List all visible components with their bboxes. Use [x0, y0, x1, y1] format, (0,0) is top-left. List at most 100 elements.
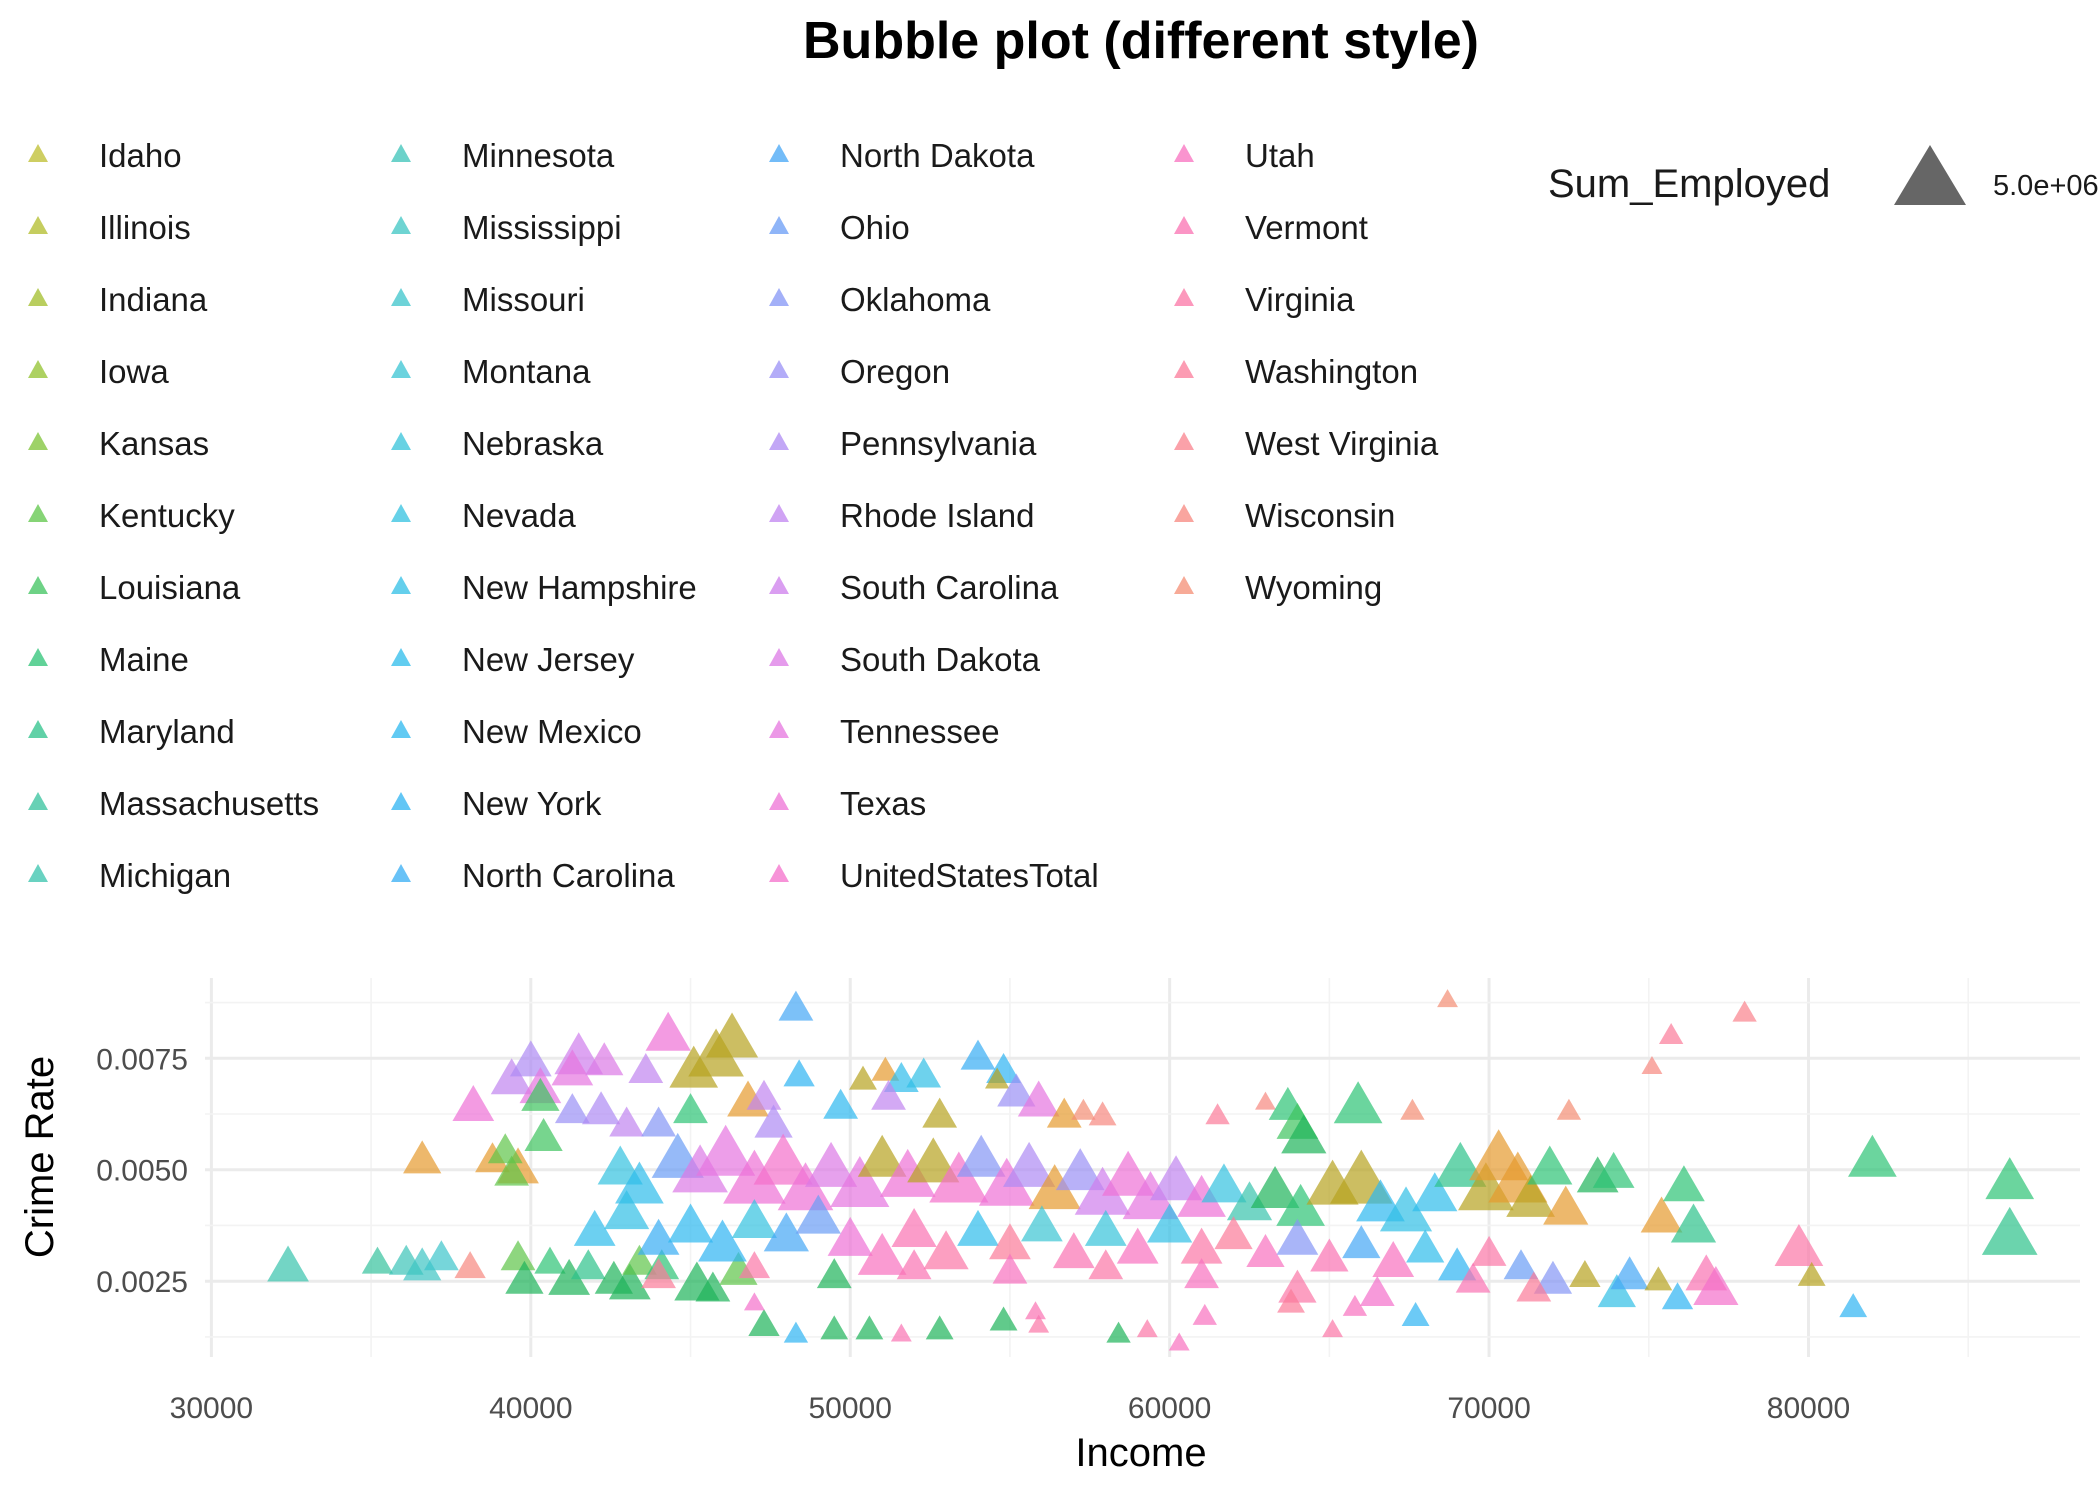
- size-legend-triangle: [1894, 145, 1966, 205]
- data-point-new-hampshire: [906, 1057, 942, 1088]
- legend-key-south-carolina: [769, 576, 789, 594]
- data-point-maine: [1985, 1157, 2035, 1200]
- legend-key-montana: [391, 360, 411, 378]
- data-point-washington: [1214, 1216, 1253, 1250]
- data-point-unitedstatestotal: [1359, 1275, 1395, 1306]
- legend-label-indiana: Indiana: [99, 281, 208, 318]
- data-point-washington: [641, 1258, 676, 1289]
- data-point-green: [855, 1315, 884, 1340]
- data-point-utah: [1192, 1303, 1217, 1325]
- legend-key-virginia: [1174, 288, 1194, 306]
- data-point-pennsylvania: [581, 1091, 621, 1125]
- data-point-utah: [1168, 1332, 1190, 1351]
- data-point-wyoming: [1400, 1098, 1425, 1120]
- data-point-utah: [1342, 1294, 1368, 1316]
- data-point-tennessee: [830, 1155, 890, 1207]
- legend-label-maryland: Maryland: [99, 713, 235, 750]
- data-point-orange: [403, 1140, 442, 1174]
- data-point-green: [989, 1306, 1018, 1331]
- data-point-kentucky: [487, 1133, 523, 1164]
- data-point-new-hampshire: [604, 1190, 650, 1230]
- legend-label-illinois: Illinois: [99, 209, 191, 246]
- x-axis-title: Income: [1075, 1431, 1206, 1475]
- legend-key-ohio: [769, 216, 789, 234]
- data-point-new-york: [1661, 1282, 1694, 1310]
- data-point-west-virginia: [1732, 1000, 1757, 1022]
- data-point-olive: [849, 1065, 877, 1090]
- legend-label-oklahoma: Oklahoma: [840, 281, 991, 318]
- legend-label-kansas: Kansas: [99, 425, 209, 462]
- legend-key-maryland: [28, 720, 48, 738]
- legend-label-nevada: Nevada: [462, 497, 576, 534]
- data-point-virginia: [1322, 1319, 1343, 1338]
- size-legend: Sum_Employed 5.0e+06: [1548, 145, 2099, 206]
- data-point-oklahoma: [641, 1106, 676, 1137]
- legend-label-minnesota: Minnesota: [462, 137, 615, 174]
- y-tick-label: 0.0075: [96, 1043, 188, 1076]
- data-point-vermont: [891, 1207, 937, 1247]
- data-point-oklahoma: [956, 1134, 1006, 1177]
- legend-key-rhode-island: [769, 504, 789, 522]
- legend-key-north-dakota: [769, 144, 789, 162]
- data-point-rhode-island: [871, 1079, 906, 1110]
- data-point-south-dakota: [585, 1042, 624, 1076]
- data-point-new-mexico: [667, 1203, 714, 1243]
- legend-key-indiana: [28, 288, 48, 306]
- data-point-green: [1281, 1114, 1327, 1154]
- data-point-virginia: [1180, 1227, 1223, 1264]
- data-point-north-dakota: [1610, 1256, 1649, 1290]
- data-point-green: [1250, 1165, 1300, 1208]
- legend-key-illinois: [28, 216, 48, 234]
- legend-label-west-virginia: West Virginia: [1245, 425, 1439, 462]
- data-point-wyoming: [1071, 1098, 1096, 1120]
- data-point-orange: [871, 1056, 900, 1081]
- legend-key-west-virginia: [1174, 432, 1194, 450]
- legend-label-tennessee: Tennessee: [840, 713, 1000, 750]
- data-point-green: [820, 1315, 849, 1340]
- data-point-ohio: [795, 1194, 841, 1234]
- legend-label-new-mexico: New Mexico: [462, 713, 642, 750]
- data-point-utah: [857, 1232, 907, 1275]
- data-point-oregon: [554, 1093, 590, 1124]
- data-point-kentucky: [494, 1155, 530, 1186]
- data-point-orange: [1543, 1185, 1589, 1225]
- y-tick-label: 0.0050: [96, 1155, 188, 1188]
- data-point-wisconsin: [1255, 1091, 1276, 1110]
- data-point-louisiana: [521, 1077, 560, 1111]
- data-point-olive: [922, 1097, 958, 1128]
- data-point-louisiana: [524, 1118, 563, 1152]
- legend-key-nebraska: [391, 432, 411, 450]
- data-point-olive: [857, 1134, 907, 1177]
- data-point-unitedstatestotal: [1693, 1265, 1739, 1305]
- data-point-olive: [1569, 1260, 1601, 1288]
- data-point-new-hampshire: [1147, 1203, 1193, 1243]
- data-point-wyoming: [1437, 989, 1458, 1008]
- legend-key-oklahoma: [769, 288, 789, 306]
- data-point-north-dakota: [778, 990, 814, 1021]
- color-legend: Idaho Illinois Indiana Iowa Kansas Kentucky Lo…: [28, 137, 1439, 894]
- data-point-vermont: [1455, 1262, 1491, 1293]
- data-point-virginia: [1028, 1314, 1050, 1333]
- data-point-new-york: [698, 1219, 747, 1262]
- data-point-texas: [645, 1011, 691, 1051]
- data-point-north-carolina: [637, 1218, 680, 1255]
- data-point-wyoming: [1556, 1098, 1582, 1120]
- data-point-washington: [1277, 1288, 1305, 1313]
- legend-label-rhode-island: Rhode Island: [840, 497, 1034, 534]
- data-point-maine: [1333, 1081, 1383, 1124]
- data-point-virginia: [1471, 1235, 1507, 1266]
- data-point-pennsylvania: [1003, 1141, 1056, 1187]
- data-point-nevada: [1201, 1163, 1247, 1203]
- legend-label-kentucky: Kentucky: [99, 497, 235, 534]
- legend-label-iowa: Iowa: [99, 353, 169, 390]
- legend-label-wisconsin: Wisconsin: [1245, 497, 1395, 534]
- data-point-maryland: [1981, 1206, 2038, 1255]
- legend-label-oregon: Oregon: [840, 353, 950, 390]
- data-point-wisconsin: [454, 1251, 486, 1279]
- legend-label-texas: Texas: [840, 785, 926, 822]
- data-point-utah: [1116, 1227, 1159, 1264]
- data-point-texas: [452, 1084, 495, 1121]
- data-point-oregon: [1055, 1148, 1105, 1191]
- data-point-missouri: [423, 1240, 459, 1271]
